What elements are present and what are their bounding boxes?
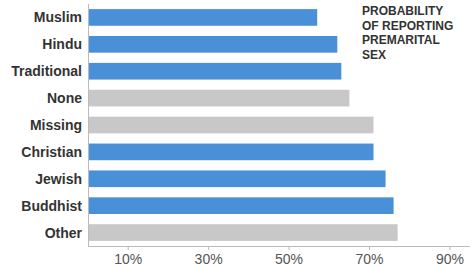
x-tick-label: 10% <box>114 251 142 267</box>
category-label: None <box>47 90 82 106</box>
x-tick <box>128 246 129 250</box>
bar <box>88 117 373 134</box>
bar <box>88 36 337 53</box>
y-axis-line <box>88 4 89 246</box>
x-axis-line <box>88 246 470 247</box>
chart-title: PROBABILITYOF REPORTINGPREMARITALSEX <box>362 4 453 62</box>
bar <box>88 9 317 26</box>
x-tick <box>289 246 290 250</box>
category-label: Other <box>45 225 83 241</box>
category-label: Buddhist <box>21 198 82 214</box>
x-tick <box>449 246 450 250</box>
category-label: Muslim <box>34 9 82 25</box>
x-tick-label: 50% <box>275 251 303 267</box>
chart-container: Muslim Hindu Traditional None Missing Christi… <box>0 0 474 268</box>
bar <box>88 144 373 161</box>
x-tick-label: 30% <box>195 251 223 267</box>
bar <box>88 224 398 241</box>
bar <box>88 63 341 80</box>
category-label: Traditional <box>11 63 82 79</box>
x-tick-label: 90% <box>436 251 464 267</box>
bar <box>88 170 386 187</box>
category-label: Jewish <box>35 171 82 187</box>
chart-svg: Muslim Hindu Traditional None Missing Christi… <box>0 0 474 268</box>
category-label: Christian <box>21 144 82 160</box>
bar <box>88 197 394 214</box>
x-tick-label: 70% <box>355 251 383 267</box>
category-label: Hindu <box>42 36 82 52</box>
category-label: Missing <box>30 117 82 133</box>
x-tick <box>208 246 209 250</box>
bars <box>88 9 398 241</box>
x-tick <box>369 246 370 250</box>
bar <box>88 90 349 107</box>
